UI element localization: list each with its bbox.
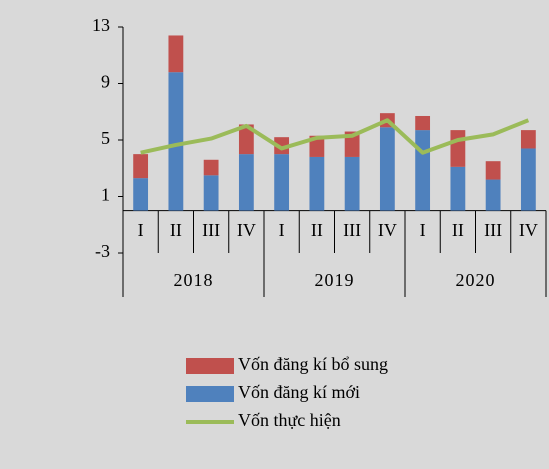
- bar: [344, 156, 360, 211]
- x-tick-label: IV: [378, 220, 397, 240]
- bar: [203, 175, 219, 211]
- y-tick-label: -3: [95, 241, 110, 261]
- y-tick-label: 13: [92, 15, 110, 35]
- bar: [415, 130, 431, 211]
- group-label: 2019: [315, 270, 355, 290]
- bar: [379, 127, 395, 211]
- x-tick-label: III: [202, 220, 220, 240]
- group-label: 2020: [456, 270, 496, 290]
- legend-swatch: [186, 358, 234, 374]
- x-tick-label: II: [452, 220, 464, 240]
- bar: [238, 124, 254, 155]
- bar: [415, 115, 431, 131]
- bar: [133, 178, 149, 211]
- bar: [274, 137, 290, 155]
- bar: [309, 156, 325, 211]
- y-tick-label: 1: [101, 185, 110, 205]
- bar: [485, 161, 501, 180]
- bar: [238, 154, 254, 211]
- y-tick-label: 9: [101, 72, 110, 92]
- x-tick-label: II: [311, 220, 323, 240]
- x-tick-label: I: [420, 220, 426, 240]
- bar: [520, 130, 536, 149]
- bar: [274, 154, 290, 211]
- x-tick-label: III: [484, 220, 502, 240]
- x-tick-label: III: [343, 220, 361, 240]
- legend-label: Vốn đăng kí mới: [238, 382, 360, 402]
- x-tick-label: II: [170, 220, 182, 240]
- x-tick-label: I: [279, 220, 285, 240]
- bar: [203, 159, 219, 176]
- y-tick-label: 5: [101, 128, 110, 148]
- x-tick-label: IV: [237, 220, 256, 240]
- bar: [133, 154, 149, 179]
- line: [140, 118, 530, 155]
- bar: [450, 130, 466, 167]
- bar: [450, 166, 466, 211]
- bar: [520, 148, 536, 211]
- group-label: 2018: [174, 270, 214, 290]
- legend-label: Vốn thực hiện: [238, 410, 341, 430]
- legend-label: Vốn đăng kí bổ sung: [238, 354, 388, 374]
- bar: [485, 179, 501, 211]
- x-tick-label: I: [138, 220, 144, 240]
- bar: [168, 72, 184, 211]
- x-tick-label: IV: [519, 220, 538, 240]
- bar: [168, 35, 184, 73]
- legend-swatch: [186, 386, 234, 402]
